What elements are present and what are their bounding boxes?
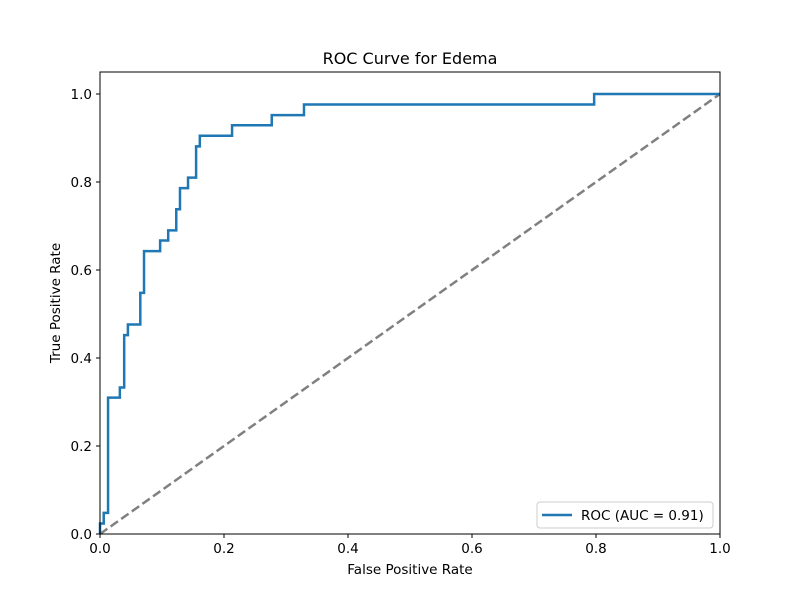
x-tick-label: 0.6 [461,541,482,557]
x-tick-label: 0.4 [337,541,358,557]
x-tick-label: 0.0 [89,541,110,557]
y-tick-label: 0.6 [71,263,92,279]
x-tick-label: 0.2 [213,541,234,557]
y-axis-ticks: 0.0 0.2 0.4 0.6 0.8 1.0 [71,87,100,543]
y-tick-label: 0.4 [71,351,92,367]
plot-frame [99,71,721,535]
x-axis-ticks: 0.0 0.2 0.4 0.6 0.8 1.0 [89,534,731,557]
x-axis-label: False Positive Rate [347,562,472,578]
chance-diagonal-line [99,92,721,536]
legend: ROC (AUC = 0.91) [536,501,714,529]
legend-box [536,501,714,529]
x-tick-label: 1.0 [709,541,730,557]
chart-title: ROC Curve for Edema [323,49,498,68]
y-tick-label: 1.0 [71,87,92,103]
y-tick-label: 0.0 [71,527,92,543]
x-tick-label: 0.8 [585,541,606,557]
roc-curve-line [98,92,720,534]
y-tick-label: 0.2 [71,439,92,455]
legend-label-roc: ROC (AUC = 0.91) [581,508,704,524]
y-tick-label: 0.8 [71,175,92,191]
y-axis-label: True Positive Rate [48,243,64,364]
plot-area [100,72,720,534]
series-layer [98,92,721,536]
